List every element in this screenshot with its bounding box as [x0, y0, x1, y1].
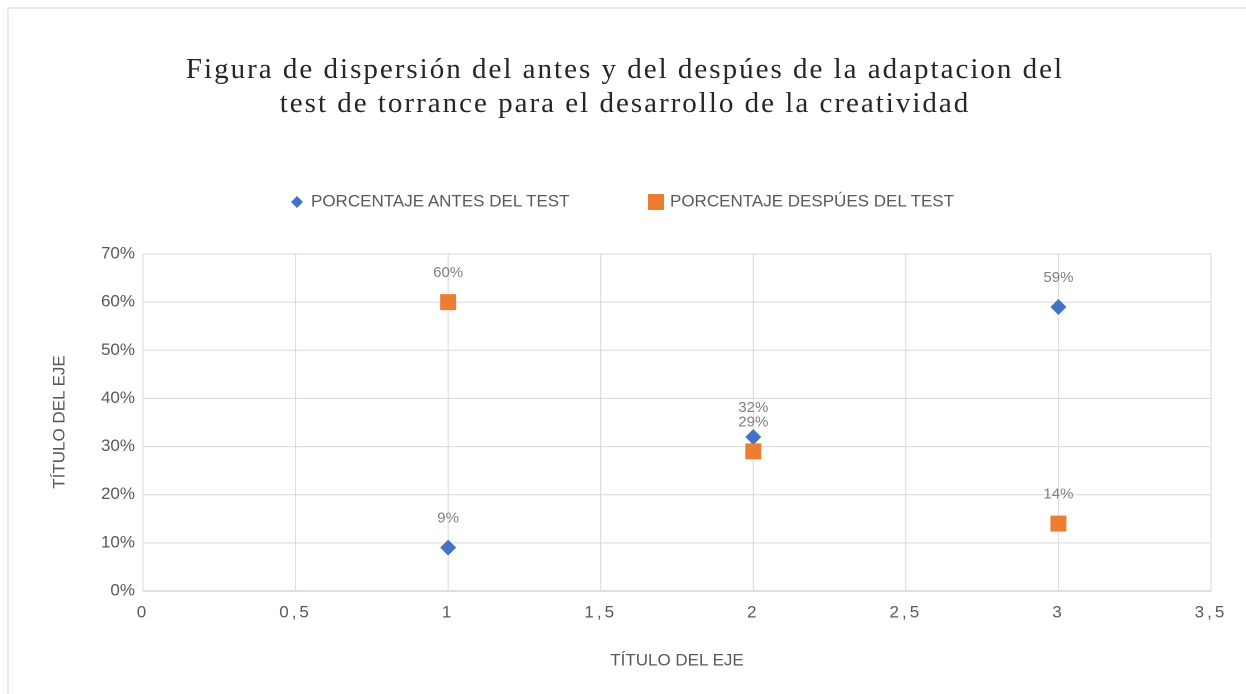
- data-label: 14%: [1043, 486, 1073, 503]
- x-tick-label: 1: [442, 602, 454, 621]
- y-tick-label: 50%: [101, 340, 135, 359]
- point: [745, 428, 762, 445]
- y-tick-label: 10%: [101, 532, 135, 551]
- legend-marker: [291, 196, 303, 208]
- data-label: 29%: [738, 413, 768, 430]
- x-tick-label: 3: [1052, 602, 1064, 621]
- x-tick-label: 2: [747, 602, 759, 621]
- y-axis-title: TÍTULO DEL EJE: [49, 355, 68, 489]
- x-tick-label: 3,5: [1195, 602, 1228, 621]
- x-tick-label: 0,5: [279, 602, 312, 621]
- x-tick-label: 2,5: [890, 602, 923, 621]
- legend-label: PORCENTAJE ANTES DEL TEST: [311, 191, 570, 210]
- data-label: 9%: [437, 510, 459, 527]
- y-tick-label: 70%: [101, 243, 135, 262]
- y-tick-label: 30%: [101, 436, 135, 455]
- y-tick-label: 20%: [101, 484, 135, 503]
- y-tick-label: 0%: [110, 580, 135, 599]
- data-label: 59%: [1043, 269, 1073, 286]
- y-tick-label: 40%: [101, 388, 135, 407]
- x-tick-label: 0: [137, 602, 149, 621]
- chart-title: Figura de dispersión del antes y del des…: [185, 53, 1065, 119]
- data-label: 32%: [738, 399, 768, 416]
- x-axis-title: TÍTULO DEL EJE: [610, 650, 744, 669]
- y-tick-label: 60%: [101, 292, 135, 311]
- point: [440, 294, 457, 311]
- legend-marker: [648, 194, 664, 210]
- point: [1050, 298, 1067, 315]
- point: [440, 539, 457, 556]
- x-tick-label: 1,5: [584, 602, 617, 621]
- data-label: 60%: [433, 264, 463, 281]
- point: [1050, 515, 1067, 532]
- legend-label: PORCENTAJE DESPÚES DEL TEST: [670, 191, 954, 210]
- point: [745, 443, 762, 460]
- chart-border: [7, 7, 1246, 694]
